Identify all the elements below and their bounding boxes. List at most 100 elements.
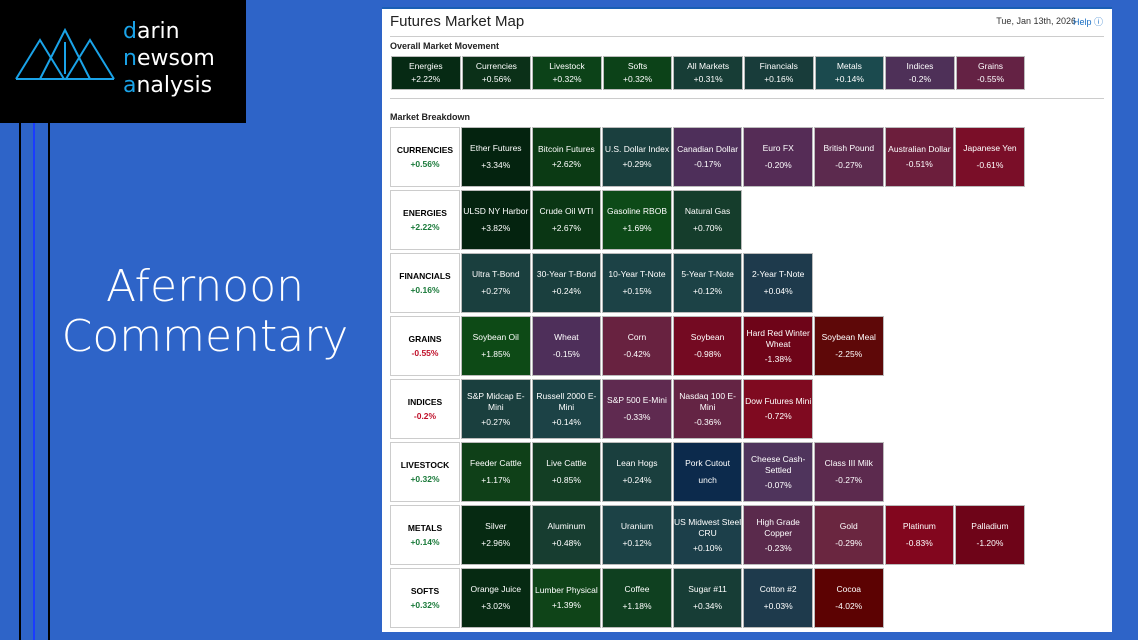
tile-name: Currencies bbox=[475, 61, 517, 71]
group-label[interactable]: FINANCIALS +0.16% bbox=[390, 253, 460, 313]
market-group-row: INDICES -0.2% S&P Midcap E-Mini +0.27% Russe… bbox=[390, 379, 813, 439]
market-tile[interactable]: Soybean Meal -2.25% bbox=[813, 316, 884, 376]
tile-name: Ultra T-Bond bbox=[472, 269, 520, 279]
market-tile[interactable]: Wheat -0.15% bbox=[531, 316, 602, 376]
tile-value: +0.24% bbox=[622, 475, 652, 485]
overall-tile[interactable]: Livestock +0.32% bbox=[532, 56, 602, 90]
market-tile[interactable]: Soybean -0.98% bbox=[672, 316, 743, 376]
market-tile[interactable]: Gasoline RBOB +1.69% bbox=[602, 190, 672, 250]
market-tile[interactable]: Japanese Yen -0.61% bbox=[955, 127, 1025, 187]
market-tile[interactable]: High Grade Copper -0.23% bbox=[743, 505, 813, 565]
market-tile[interactable]: Canadian Dollar -0.17% bbox=[672, 127, 743, 187]
market-tile[interactable]: 2-Year T-Note +0.04% bbox=[743, 253, 813, 313]
tile-name: 5-Year T-Note bbox=[681, 269, 734, 279]
tile-name: S&P Midcap E-Mini bbox=[467, 390, 525, 412]
tile-value: +1.69% bbox=[622, 223, 652, 233]
tile-name: US Midwest Steel CRU bbox=[674, 516, 742, 538]
market-tile[interactable]: Bitcoin Futures +2.62% bbox=[531, 127, 602, 187]
tile-value: -4.02% bbox=[835, 601, 863, 611]
group-label[interactable]: SOFTS +0.32% bbox=[390, 568, 460, 628]
overall-tile[interactable]: Softs +0.32% bbox=[602, 56, 673, 90]
market-tile[interactable]: Live Cattle +0.85% bbox=[531, 442, 602, 502]
overall-tile[interactable]: Financials +0.16% bbox=[743, 56, 814, 90]
overall-tile[interactable]: Currencies +0.56% bbox=[461, 56, 532, 90]
market-tile[interactable]: Russell 2000 E-Mini +0.14% bbox=[531, 379, 602, 439]
overall-tile[interactable]: Grains -0.55% bbox=[955, 56, 1026, 90]
tile-name: Sugar #11 bbox=[688, 584, 727, 594]
group-value: +0.32% bbox=[410, 474, 440, 484]
market-tile[interactable]: Nasdaq 100 E-Mini -0.36% bbox=[672, 379, 743, 439]
overall-tiles: Energies +2.22% Currencies +0.56% Livestock +… bbox=[391, 56, 1026, 90]
market-group-row: CURRENCIES +0.56% Ether Futures +3.34% Bitco… bbox=[390, 127, 1025, 187]
market-tile[interactable]: Feeder Cattle +1.17% bbox=[461, 442, 531, 502]
market-tile[interactable]: Lean Hogs +0.24% bbox=[602, 442, 672, 502]
market-tile[interactable]: Cotton #2 +0.03% bbox=[743, 568, 813, 628]
market-tile[interactable]: U.S. Dollar Index +0.29% bbox=[602, 127, 672, 187]
market-tile[interactable]: Coffee +1.18% bbox=[602, 568, 672, 628]
market-tile[interactable]: 5-Year T-Note +0.12% bbox=[672, 253, 743, 313]
tile-value: +0.70% bbox=[693, 223, 723, 233]
market-tile[interactable]: Cheese Cash-Settled -0.07% bbox=[743, 442, 813, 502]
market-tile[interactable]: US Midwest Steel CRU +0.10% bbox=[672, 505, 743, 565]
market-tile[interactable]: British Pound -0.27% bbox=[813, 127, 884, 187]
market-tile[interactable]: Orange Juice +3.02% bbox=[461, 568, 531, 628]
market-tile[interactable]: Cocoa -4.02% bbox=[813, 568, 884, 628]
group-label[interactable]: INDICES -0.2% bbox=[390, 379, 460, 439]
market-tile[interactable]: Australian Dollar -0.51% bbox=[884, 127, 955, 187]
tile-name: Bitcoin Futures bbox=[538, 144, 595, 154]
tile-value: -0.23% bbox=[764, 542, 792, 553]
overall-tile[interactable]: Indices -0.2% bbox=[885, 56, 955, 90]
tile-value: -0.98% bbox=[694, 349, 722, 359]
market-tile[interactable]: Dow Futures Mini -0.72% bbox=[743, 379, 813, 439]
overall-tile[interactable]: Energies +2.22% bbox=[391, 56, 461, 90]
help-link[interactable]: Help ⓘ bbox=[1072, 17, 1103, 27]
market-tile[interactable]: Platinum -0.83% bbox=[884, 505, 955, 565]
tile-name: Feeder Cattle bbox=[470, 458, 522, 468]
market-tile[interactable]: Hard Red Winter Wheat -1.38% bbox=[743, 316, 813, 376]
market-tile[interactable]: Crude Oil WTI +2.67% bbox=[531, 190, 602, 250]
market-tile[interactable]: S&P 500 E-Mini -0.33% bbox=[602, 379, 672, 439]
market-tile[interactable]: Gold -0.29% bbox=[813, 505, 884, 565]
market-tile[interactable]: Lumber Physical +1.39% bbox=[531, 568, 602, 628]
tile-value: +0.34% bbox=[693, 601, 723, 611]
market-tile[interactable]: Uranium +0.12% bbox=[602, 505, 672, 565]
market-tile[interactable]: Soybean Oil +1.85% bbox=[461, 316, 531, 376]
market-tile[interactable]: 30-Year T-Bond +0.24% bbox=[531, 253, 602, 313]
tile-name: Coffee bbox=[624, 584, 650, 594]
group-label[interactable]: GRAINS -0.55% bbox=[390, 316, 460, 376]
market-tile[interactable]: Pork Cutout unch bbox=[672, 442, 743, 502]
market-tile[interactable]: Silver +2.96% bbox=[461, 505, 531, 565]
market-tile[interactable]: Aluminum +0.48% bbox=[531, 505, 602, 565]
tile-name: S&P 500 E-Mini bbox=[607, 395, 667, 405]
group-label[interactable]: CURRENCIES +0.56% bbox=[390, 127, 460, 187]
market-tile[interactable]: Palladium -1.20% bbox=[955, 505, 1025, 565]
tile-value: -0.42% bbox=[623, 349, 651, 359]
group-name: METALS bbox=[407, 523, 443, 533]
market-tile[interactable]: Class III Milk -0.27% bbox=[813, 442, 884, 502]
group-label[interactable]: LIVESTOCK +0.32% bbox=[390, 442, 460, 502]
tile-value: +3.34% bbox=[481, 160, 511, 170]
tile-value: -0.20% bbox=[764, 160, 792, 170]
market-tile[interactable]: Sugar #11 +0.34% bbox=[672, 568, 743, 628]
tile-name: Class III Milk bbox=[824, 458, 873, 468]
market-tile[interactable]: Ether Futures +3.34% bbox=[461, 127, 531, 187]
market-tile[interactable]: Natural Gas +0.70% bbox=[672, 190, 743, 250]
decor-line bbox=[33, 123, 35, 640]
overall-tile[interactable]: Metals +0.14% bbox=[814, 56, 885, 90]
market-tile[interactable]: Ultra T-Bond +0.27% bbox=[461, 253, 531, 313]
date-label: Tue, Jan 13th, 2026 bbox=[996, 16, 1076, 26]
group-value: +0.14% bbox=[410, 537, 440, 547]
market-tile[interactable]: 10-Year T-Note +0.15% bbox=[602, 253, 672, 313]
overall-tile[interactable]: All Markets +0.31% bbox=[673, 56, 743, 90]
market-tile[interactable]: S&P Midcap E-Mini +0.27% bbox=[461, 379, 531, 439]
tile-value: +0.48% bbox=[551, 538, 581, 548]
market-tile[interactable]: Euro FX -0.20% bbox=[743, 127, 813, 187]
group-label[interactable]: METALS +0.14% bbox=[390, 505, 460, 565]
market-group-row: GRAINS -0.55% Soybean Oil +1.85% Wheat -0.15%… bbox=[390, 316, 884, 376]
market-tile[interactable]: ULSD NY Harbor +3.82% bbox=[461, 190, 531, 250]
group-label[interactable]: ENERGIES +2.22% bbox=[390, 190, 460, 250]
tile-value: +2.62% bbox=[551, 159, 581, 169]
futures-market-map-panel: Futures Market Map Tue, Jan 13th, 2026 H… bbox=[382, 7, 1112, 632]
tile-name: High Grade Copper bbox=[756, 516, 800, 538]
market-tile[interactable]: Corn -0.42% bbox=[602, 316, 672, 376]
